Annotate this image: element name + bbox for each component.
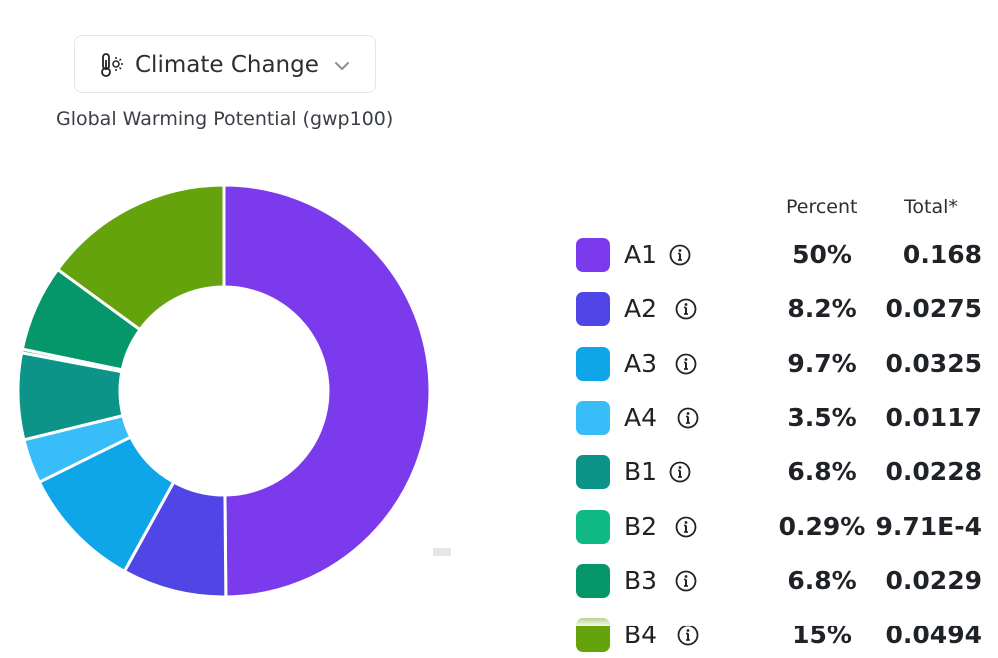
legend-swatch	[576, 563, 610, 598]
legend-percent: 50%	[792, 240, 852, 269]
legend-percent: 8.2%	[787, 294, 857, 324]
info-icon[interactable]	[674, 352, 698, 376]
legend-total: 0.0325	[885, 348, 982, 378]
legend-row: B2 0.29% 9.71E-4	[0, 509, 998, 550]
legend-total: 9.71E-4	[875, 511, 982, 541]
legend-label: A3	[624, 348, 658, 378]
legend-total: 0.0117	[885, 402, 982, 432]
legend-total: 0.168	[902, 240, 982, 269]
legend-percent: 9.7%	[787, 348, 857, 378]
legend-label: A1	[624, 240, 658, 269]
percent-header: Percent	[786, 196, 858, 218]
info-icon[interactable]	[676, 406, 700, 430]
legend-row: A3 9.7% 0.0325	[0, 346, 998, 387]
donut-chart	[16, 183, 432, 599]
legend-row: B3 6.8% 0.0229	[0, 563, 998, 604]
legend-swatch	[576, 238, 610, 272]
legend-swatch	[576, 455, 610, 490]
legend-label: A4	[624, 402, 658, 432]
total-header: Total*	[904, 196, 958, 218]
info-icon[interactable]	[668, 460, 692, 484]
chevron-down-icon[interactable]	[333, 60, 351, 72]
legend-swatch	[576, 400, 610, 435]
legend-total: 0.0229	[885, 565, 982, 595]
donut-slice-a1[interactable]	[222, 183, 432, 599]
legend-swatch	[576, 509, 610, 544]
info-icon[interactable]	[674, 515, 698, 539]
legend-label: B1	[624, 457, 658, 487]
impact-category-dropdown[interactable]: Climate Change	[74, 35, 376, 93]
legend-percent: 0.29%	[778, 511, 866, 541]
thermometer-sun-icon	[101, 53, 123, 77]
legend-row: A2 8.2% 0.0275	[0, 292, 998, 332]
info-icon[interactable]	[668, 243, 692, 267]
legend-swatch	[576, 346, 610, 381]
legend-percent: 3.5%	[787, 402, 857, 432]
legend-total: 0.0275	[885, 294, 982, 324]
legend-label: A2	[624, 294, 658, 324]
legend-label: B2	[624, 511, 658, 541]
info-icon[interactable]	[674, 297, 698, 321]
scroll-indicator	[433, 548, 451, 556]
info-icon[interactable]	[676, 623, 700, 647]
legend-percent: 6.8%	[787, 565, 857, 595]
legend-total: 0.0228	[885, 457, 982, 487]
legend-row: A1 50% 0.168	[0, 238, 998, 278]
legend-row: A4 3.5% 0.0117	[0, 400, 998, 441]
scroll-fade	[560, 612, 998, 626]
chart-subtitle: Global Warming Potential (gwp100)	[56, 108, 394, 130]
legend-label: B3	[624, 565, 658, 595]
dropdown-label: Climate Change	[135, 52, 319, 78]
legend-percent: 6.8%	[787, 457, 857, 487]
info-icon[interactable]	[674, 569, 698, 593]
legend-swatch	[576, 292, 610, 327]
legend-row: B1 6.8% 0.0228	[0, 455, 998, 495]
donut-slice-b4[interactable]	[55, 183, 226, 332]
